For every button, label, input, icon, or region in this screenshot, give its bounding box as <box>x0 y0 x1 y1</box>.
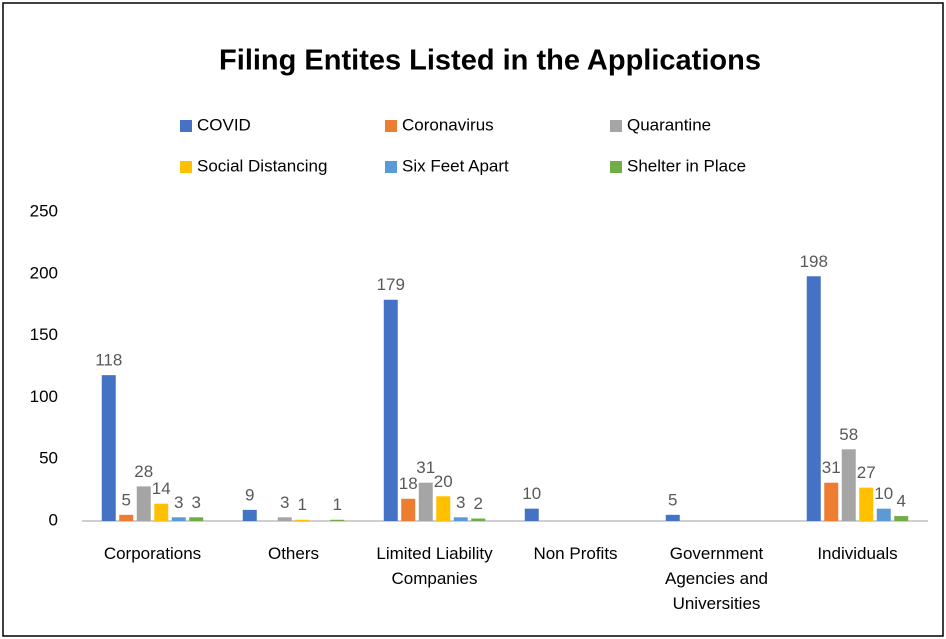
bar <box>418 482 433 521</box>
data-label: 5 <box>668 490 677 509</box>
legend-label: Social Distancing <box>197 156 327 175</box>
data-label: 3 <box>192 493 201 512</box>
legend-label: Quarantine <box>627 115 711 134</box>
bar <box>295 519 310 521</box>
legend-label: Six Feet Apart <box>402 156 509 175</box>
bar <box>859 487 874 521</box>
x-tick-label: Non Profits <box>533 544 618 563</box>
y-tick-label: 50 <box>39 449 58 468</box>
bar <box>471 518 486 521</box>
legend-swatch <box>610 120 622 132</box>
data-label: 28 <box>134 462 153 481</box>
data-label: 9 <box>245 485 254 504</box>
data-label: 20 <box>434 472 453 491</box>
bar <box>401 498 416 521</box>
bar <box>841 449 856 521</box>
legend-swatch <box>385 120 397 132</box>
legend-label: Coronavirus <box>402 115 494 134</box>
bar <box>119 514 134 521</box>
data-label: 27 <box>857 463 876 482</box>
y-tick-label: 150 <box>30 325 58 344</box>
data-label: 179 <box>377 275 405 294</box>
bar <box>665 514 680 521</box>
legend-swatch <box>180 161 192 173</box>
x-tick-label: Individuals <box>817 544 898 563</box>
bar <box>171 517 186 521</box>
data-label: 3 <box>280 493 289 512</box>
legend-swatch <box>385 161 397 173</box>
bar <box>101 375 116 521</box>
data-label: 58 <box>839 425 858 444</box>
y-tick-label: 250 <box>30 201 58 220</box>
bar <box>824 482 839 521</box>
bar <box>806 276 821 521</box>
data-label: 4 <box>897 492 906 511</box>
data-label: 118 <box>95 351 122 370</box>
data-label: 10 <box>874 484 893 503</box>
bar <box>277 517 292 521</box>
x-tick-label: Others <box>267 544 320 563</box>
bar <box>876 508 891 521</box>
bar <box>383 299 398 521</box>
bar <box>436 496 451 521</box>
legend-swatch <box>610 161 622 173</box>
bar <box>136 486 151 521</box>
bar <box>894 516 909 521</box>
bar <box>242 509 257 521</box>
bar <box>453 517 468 521</box>
data-label: 3 <box>456 493 465 512</box>
data-label: 14 <box>152 479 171 498</box>
bar <box>154 503 169 521</box>
data-label: 18 <box>399 474 418 493</box>
legend-swatch <box>180 120 192 132</box>
legend-label: Shelter in Place <box>627 156 746 175</box>
data-label: 31 <box>416 458 435 477</box>
data-label: 2 <box>474 494 483 513</box>
data-label: 1 <box>298 495 307 514</box>
bar <box>524 508 539 521</box>
x-tick-label: Limited Liability Companies <box>376 544 493 588</box>
bar <box>330 519 345 521</box>
data-label: 10 <box>522 484 541 503</box>
y-tick-label: 200 <box>30 263 58 282</box>
data-label: 198 <box>800 252 828 271</box>
bar <box>189 517 204 521</box>
data-label: 3 <box>174 493 183 512</box>
data-label: 1 <box>333 495 342 514</box>
y-tick-label: 100 <box>30 387 58 406</box>
x-tick-label: Government Agencies and Universities <box>664 544 769 613</box>
data-label: 5 <box>122 490 131 509</box>
x-tick-label: Corporations <box>103 544 202 563</box>
legend-label: COVID <box>197 115 251 134</box>
chart-title: Filing Entites Listed in the Application… <box>219 45 761 77</box>
y-tick-label: 0 <box>49 510 58 529</box>
data-label: 31 <box>822 458 841 477</box>
